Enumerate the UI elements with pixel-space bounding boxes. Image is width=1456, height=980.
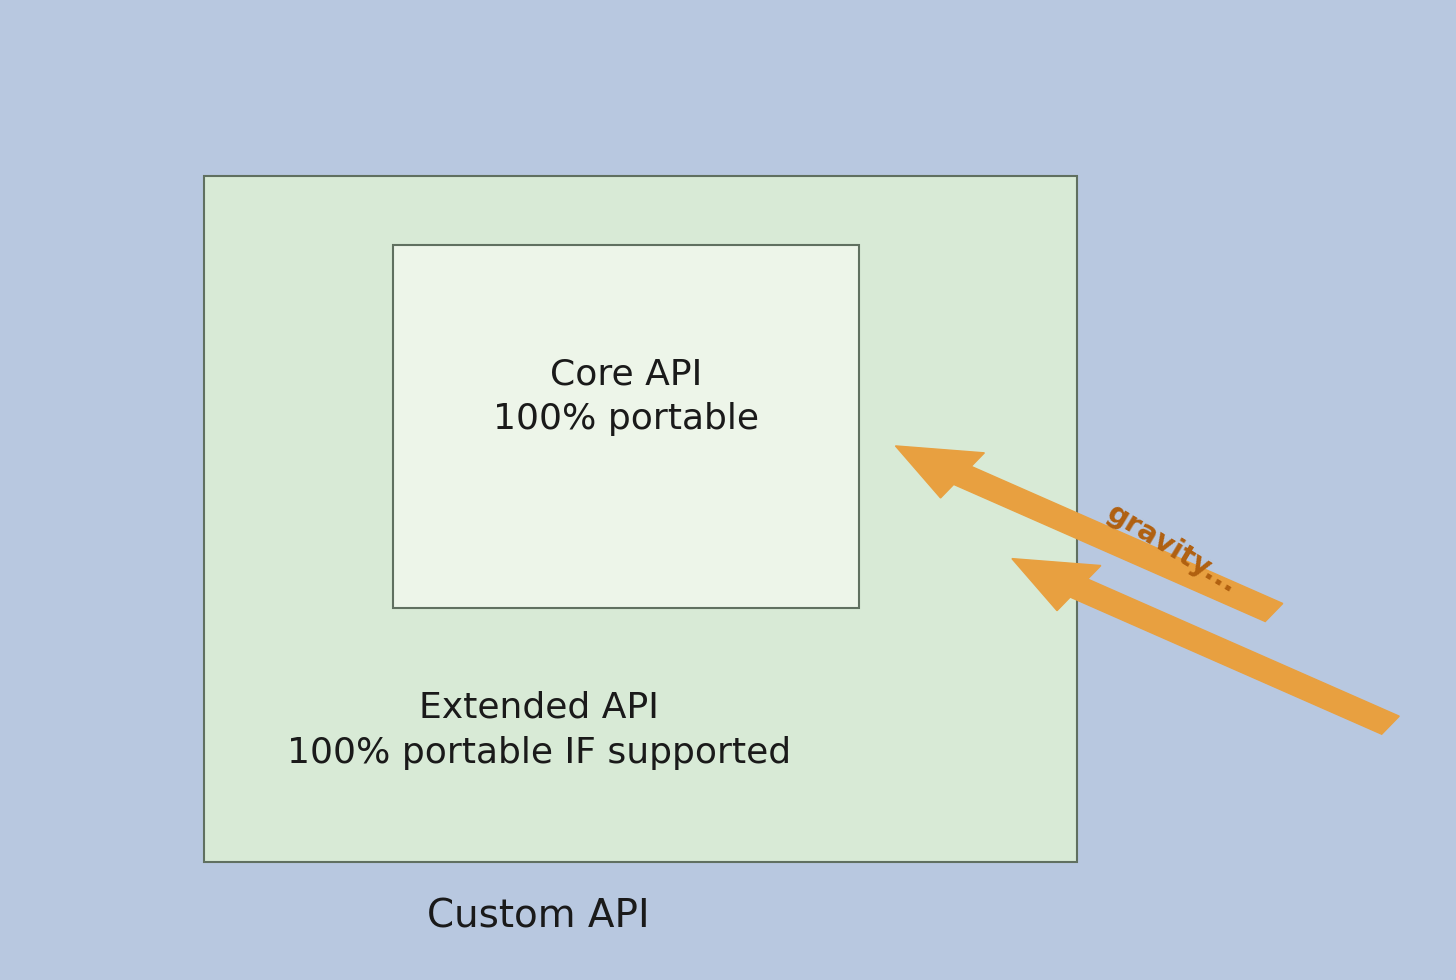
- Text: Custom API: Custom API: [428, 898, 649, 935]
- Bar: [393, 245, 859, 608]
- FancyArrow shape: [895, 446, 1283, 621]
- FancyArrow shape: [1012, 559, 1399, 734]
- Text: Core API
100% portable: Core API 100% portable: [494, 358, 759, 436]
- Bar: [204, 176, 1077, 862]
- Text: Extended API
100% portable IF supported: Extended API 100% portable IF supported: [287, 691, 791, 769]
- Text: gravity...: gravity...: [1102, 499, 1242, 599]
